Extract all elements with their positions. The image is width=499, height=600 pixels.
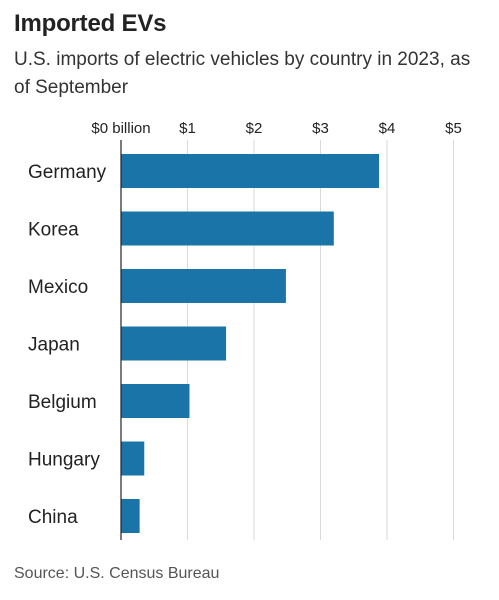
- source-note: Source: U.S. Census Bureau: [14, 565, 220, 582]
- x-tick-label: $3: [312, 120, 329, 137]
- bar-korea: [121, 211, 334, 246]
- category-label-korea: Korea: [28, 220, 79, 241]
- chart-subtitle: U.S. imports of electric vehicles by cou…: [14, 49, 471, 98]
- category-label-belgium: Belgium: [28, 392, 97, 413]
- category-label-germany: Germany: [28, 162, 107, 183]
- category-label-china: China: [28, 507, 78, 528]
- category-label-mexico: Mexico: [28, 277, 88, 298]
- bar-germany: [121, 154, 380, 188]
- bar-belgium: [121, 384, 190, 418]
- bar-mexico: [121, 269, 286, 303]
- bars: [121, 154, 380, 533]
- gridlines: [187, 140, 454, 540]
- x-tick-label: $4: [379, 120, 396, 137]
- bar-japan: [121, 326, 227, 361]
- category-label-japan: Japan: [28, 335, 80, 356]
- x-axis-ticks: $0 billion $1 $2 $3 $4 $5: [91, 120, 461, 137]
- bar-hungary: [121, 441, 145, 476]
- bar-chart: $0 billion $1 $2 $3 $4 $5 Germany Korea Mexico J…: [28, 120, 462, 540]
- category-label-hungary: Hungary: [28, 450, 100, 471]
- chart-title: Imported EVs: [14, 10, 167, 37]
- bar-china: [121, 499, 140, 533]
- category-labels: Germany Korea Mexico Japan Belgium Hungary Chi…: [28, 162, 107, 528]
- x-tick-label: $0 billion: [91, 120, 150, 137]
- x-tick-label: $5: [445, 120, 462, 137]
- x-tick-label: $2: [246, 120, 263, 137]
- x-tick-label: $1: [179, 120, 196, 137]
